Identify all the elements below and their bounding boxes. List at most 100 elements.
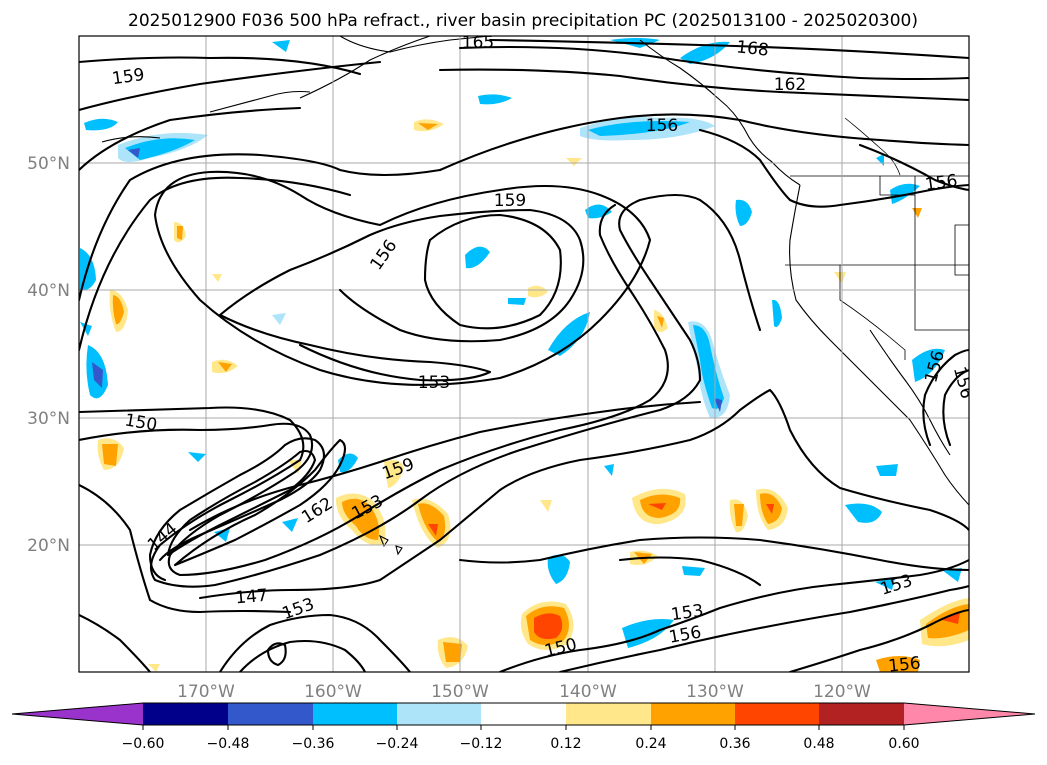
contour-line [618,556,762,587]
contour-line [942,368,969,447]
contour-line [488,38,969,60]
precip-patch-negative [92,362,103,388]
contour-line [79,613,152,672]
contour-label: 156 [887,653,921,676]
colorbar-tick-label: −0.36 [292,736,335,752]
precip-patch-positive [876,656,920,672]
contour-line [698,128,969,208]
colorbar-tick-label: −0.60 [122,736,165,752]
lon-label: 140°W [559,682,617,702]
colorbar-tick-label: 0.48 [803,736,834,752]
precip-shading [80,38,969,672]
contour-line [423,213,562,330]
lat-label: 20°N [27,536,70,556]
contour-labels: 165 168 159 162 156 159 156 156 153 150 … [111,36,969,676]
precip-patch-negative [80,322,92,336]
contour-line [79,56,362,76]
lon-label: 170°W [177,682,235,702]
contour-line [858,143,969,192]
precip-patch-positive [540,500,552,512]
contour-line [79,483,292,614]
precip-patch-negative [272,313,286,325]
contour-line [458,45,969,81]
colorbar-bin [735,703,819,725]
precip-patch-positive [648,503,666,510]
contour-line [79,193,762,588]
precip-patch-positive [528,285,548,298]
colorbar-tick-label: −0.12 [460,736,503,752]
colorbar-bin [228,703,313,725]
contour-line [79,176,352,352]
precip-patch-negative [876,464,898,476]
contour-label: 156 [646,116,678,136]
precip-patch-positive [218,362,232,372]
colorbar-bin [397,703,481,725]
contour-line [198,388,969,600]
contour-line [79,106,302,172]
precip-patch-positive [912,208,922,218]
precip-patch-negative [875,578,895,590]
colorbar-extend-high [904,703,1035,725]
lon-label: 120°W [813,682,871,702]
contour-label: 162 [774,75,806,95]
precip-patch-positive [443,642,462,662]
contour-line [79,60,382,112]
contour-line [458,536,969,572]
colorbar-bin [651,703,735,725]
contour-line [166,449,317,557]
precip-patch-negative [680,41,730,64]
colorbar-tick-label: −0.48 [207,736,250,752]
longitude-labels: 170°W 160°W 150°W 140°W 130°W 120°W [177,682,871,702]
contour-line [438,113,969,172]
contour-line [266,642,287,667]
precip-patch-negative [588,121,690,136]
lat-label: 50°N [27,154,70,174]
lat-label: 30°N [27,409,70,429]
precip-patch-negative [272,40,290,52]
precip-patch-positive [942,612,960,624]
precip-patch-positive [766,504,774,514]
contours [79,38,969,672]
contour-label: 168 [735,37,769,60]
precip-patch-negative [547,554,570,584]
precip-patch-positive [418,123,438,130]
precip-patch-positive [534,613,563,640]
contour-line [79,203,669,577]
contour-label: 156 [924,171,959,195]
precip-patch-negative [128,148,140,158]
colorbar-bin [566,703,651,725]
precip-patch-negative [478,94,512,105]
contour-line [148,437,326,582]
map-frame [78,35,970,673]
map-area [79,36,969,672]
precip-patch-negative [84,118,118,131]
precip-patch-positive [734,504,744,526]
contour-line [238,639,367,672]
precip-patch-positive [428,524,438,536]
precip-patch-negative [465,246,490,269]
contour-line [218,208,585,343]
precip-patch-negative [282,518,298,532]
colorbar-tick-label: 0.36 [719,736,750,752]
figure-title: 2025012900 F036 500 hPa refract., river … [128,11,918,31]
contour-line [173,438,347,567]
precip-patch-negative [188,452,206,462]
precip-patch-negative [604,464,614,476]
latitude-labels: 50°N 40°N 30°N 20°N [27,154,70,556]
gridlines [79,36,969,672]
contour-line [218,313,492,382]
precip-patch-positive [148,664,160,672]
contour-line [153,170,652,386]
lon-label: 150°W [431,682,489,702]
contour-line [498,558,969,672]
colorbar-tick-label: 0.12 [550,736,581,752]
colorbar-bin [313,703,397,725]
precip-patch-positive [384,460,404,488]
contour-line [558,584,969,672]
precip-patch-negative [714,398,722,412]
colorbar-extend-low [12,703,143,725]
precip-patch-negative [772,299,782,327]
colorbar-bin [143,703,228,725]
precip-patch-negative [125,138,195,160]
